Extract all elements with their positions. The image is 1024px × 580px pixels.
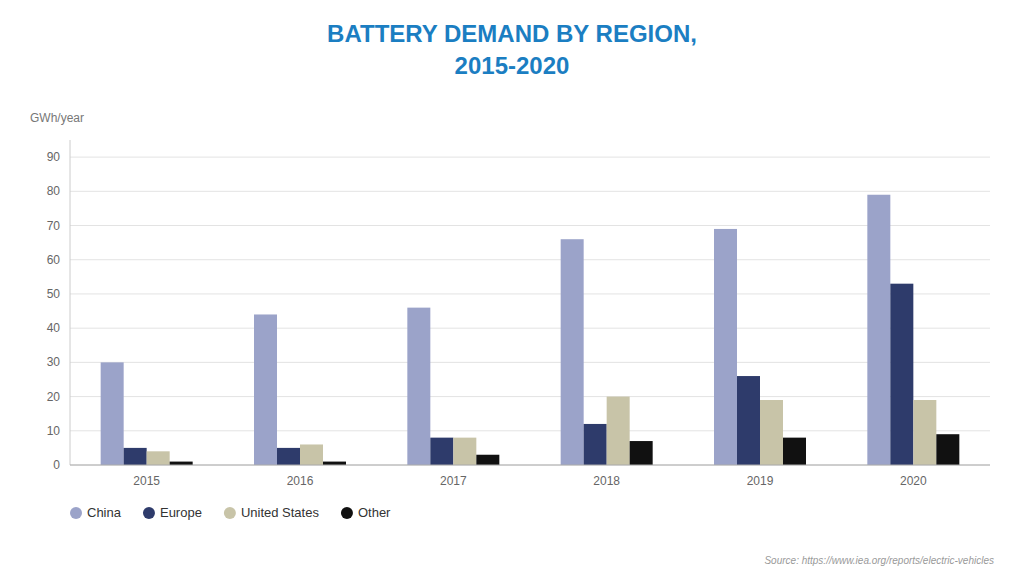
grid-line [70,293,990,294]
legend-label: China [87,505,122,520]
bar [936,434,959,465]
x-axis: 2015 2016 2017 2018 2019 2020 [133,474,927,488]
y-tick-label: 70 [47,219,61,233]
y-tick-label: 30 [47,355,61,369]
bar [407,308,430,465]
chart-container: BATTERY DEMAND BY REGION, 2015-2020 GWh/ye… [0,0,1024,580]
grid-line [70,465,990,466]
grid-line [70,362,990,363]
legend-label: Other [358,505,391,520]
bar [101,362,124,465]
title: BATTERY DEMAND BY REGION, 2015-2020 [327,20,697,79]
y-axis: 0 10 20 30 40 50 60 70 80 90 [47,150,61,472]
y-tick-label: 40 [47,321,61,335]
grid-line [70,328,990,329]
legend-marker [341,507,353,519]
y-tick-label: 50 [47,287,61,301]
bar [561,239,584,465]
bar [170,462,193,465]
bar [430,438,453,465]
legend-marker [70,507,82,519]
y-axis-line [70,140,71,465]
y-tick-label: 80 [47,184,61,198]
grid-line [70,157,990,158]
bar [147,451,170,465]
title-line: BATTERY DEMAND BY REGION, [327,20,697,47]
bar [783,438,806,465]
y-tick-label: 90 [47,150,61,164]
legend-marker [224,507,236,519]
source-note: Source: https://www.iea.org/reports/elec… [764,555,994,566]
title-line: 2015-2020 [455,52,570,79]
x-tick-label: 2017 [440,474,467,488]
grid-line [70,225,990,226]
chart: BATTERY DEMAND BY REGION, 2015-2020 GWh/ye… [0,0,1024,580]
grid-line [70,191,990,192]
legend-label: United States [241,505,320,520]
bar [323,462,346,465]
y-tick-label: 60 [47,253,61,267]
bar [760,400,783,465]
x-tick-label: 2018 [593,474,620,488]
bar [277,448,300,465]
x-tick-label: 2015 [133,474,160,488]
bar [124,448,147,465]
bar [254,314,277,465]
bar [453,438,476,465]
legend: China Europe United States Other [70,505,391,520]
bar [607,397,630,465]
x-tick-label: 2020 [900,474,927,488]
grid-line [70,430,990,431]
x-axis-line [70,465,990,466]
grid [70,157,990,465]
x-tick-label: 2016 [287,474,314,488]
y-axis-label: GWh/year [30,111,84,125]
grid-line [70,259,990,260]
legend-label: Europe [160,505,202,520]
y-tick-label: 20 [47,390,61,404]
bar [890,284,913,465]
bar [630,441,653,465]
bars [101,195,960,465]
legend-marker [143,507,155,519]
bar [867,195,890,465]
bar [737,376,760,465]
bar [714,229,737,465]
grid-line [70,396,990,397]
x-tick-label: 2019 [747,474,774,488]
bar [584,424,607,465]
bar [913,400,936,465]
y-tick-label: 0 [53,458,60,472]
background [0,0,1024,580]
bar [476,455,499,465]
y-tick-label: 10 [47,424,61,438]
bar [300,444,323,465]
